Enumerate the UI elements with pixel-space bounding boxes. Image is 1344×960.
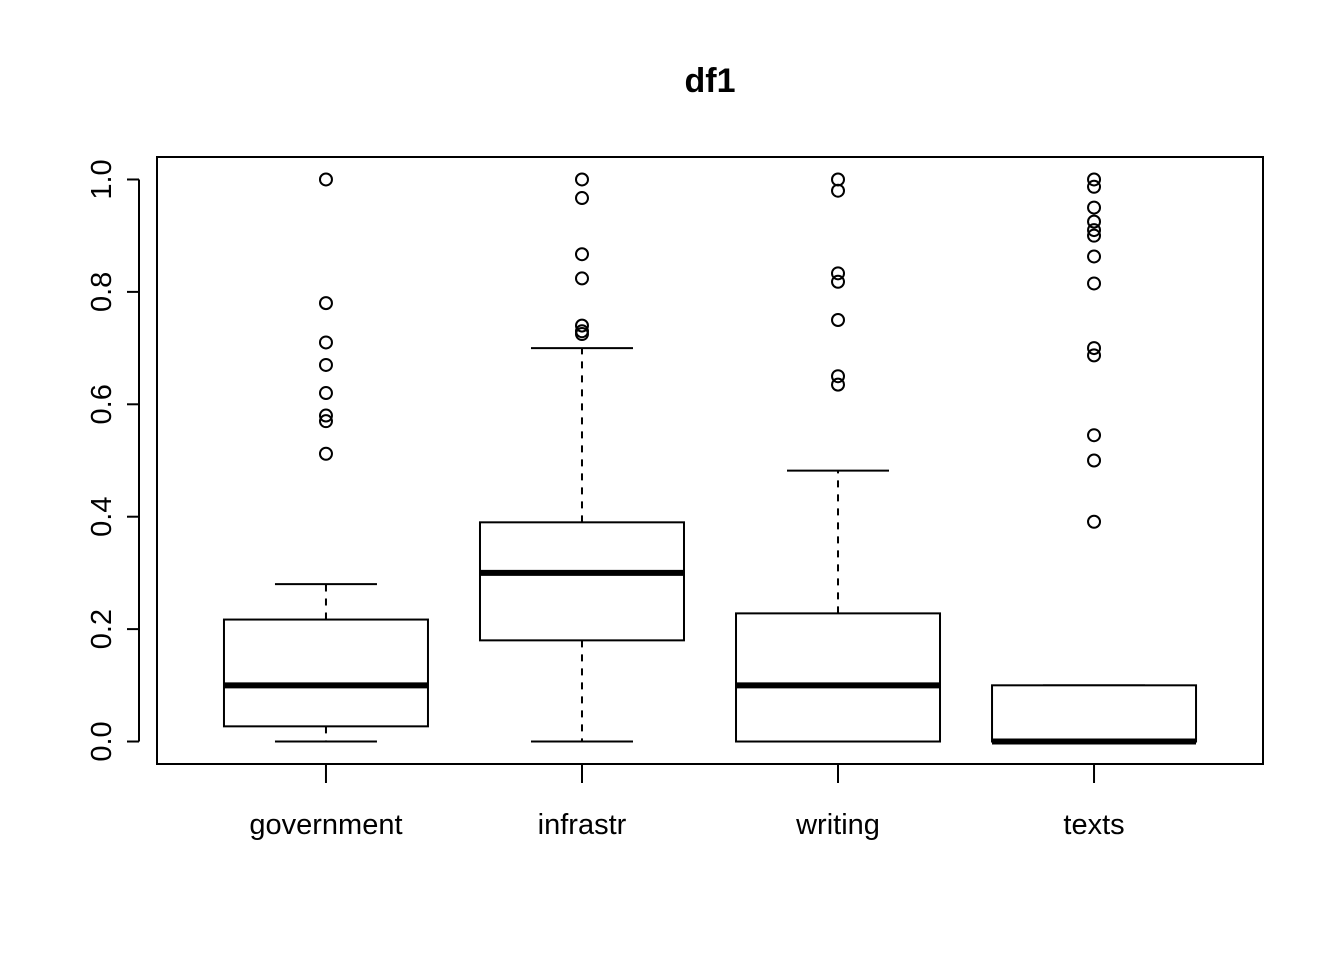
outlier-point [831,274,846,289]
outlier-point [831,266,846,281]
y-tick-label: 1.0 [86,159,118,199]
box-infrastr [478,172,685,743]
box-iqr [222,618,429,728]
y-tick-label: 0.8 [86,272,118,312]
boxes-group [222,172,1198,745]
x-tick-label: writing [795,809,880,841]
outlier-point [1087,341,1102,356]
box-government [222,172,429,743]
outlier-point [574,327,589,342]
outlier-point [1087,514,1102,529]
outlier-point [318,296,333,311]
outlier-point [318,414,333,429]
plot-frame [156,156,1264,765]
outlier-point [1087,214,1102,229]
outlier-point [1087,179,1102,194]
x-tick-label: government [249,809,402,841]
outlier-point [574,271,589,286]
x-tick-label: texts [1063,809,1124,841]
y-tick-label: 0.6 [86,384,118,424]
outlier-point [574,318,589,333]
outlier-point [318,446,333,461]
outlier-point [318,172,333,187]
outlier-point [574,172,589,187]
box-iqr [478,521,685,642]
outlier-point [831,377,846,392]
chart-title: df1 [685,62,736,100]
outlier-point [831,172,846,187]
outlier-point [1087,348,1102,363]
outlier-point [574,191,589,206]
outlier-point [318,408,333,423]
outlier-point [574,247,589,262]
outlier-point [1087,428,1102,443]
outlier-point [1087,249,1102,264]
outlier-point [318,335,333,350]
y-tick-label: 0.4 [86,497,118,537]
x-axis: government infrastr writing texts [249,764,1125,841]
y-tick-label: 0.2 [86,609,118,649]
outlier-point [1087,172,1102,187]
y-axis: 0.0 0.2 0.4 0.6 0.8 1.0 [86,159,140,762]
outlier-point [831,369,846,384]
outlier-point [831,312,846,327]
y-tick-label: 0.0 [86,721,118,761]
box-texts [991,172,1198,745]
x-tick-label: infrastr [538,809,627,841]
box-iqr [991,684,1198,743]
outlier-point [1087,276,1102,291]
outlier-point [318,357,333,372]
outlier-point [831,183,846,198]
box-writing [735,172,942,743]
outlier-point [1087,200,1102,215]
outlier-point [1087,228,1102,243]
box-iqr [735,612,942,743]
outlier-point [1087,223,1102,238]
outlier-point [1087,453,1102,468]
outlier-point [318,386,333,401]
